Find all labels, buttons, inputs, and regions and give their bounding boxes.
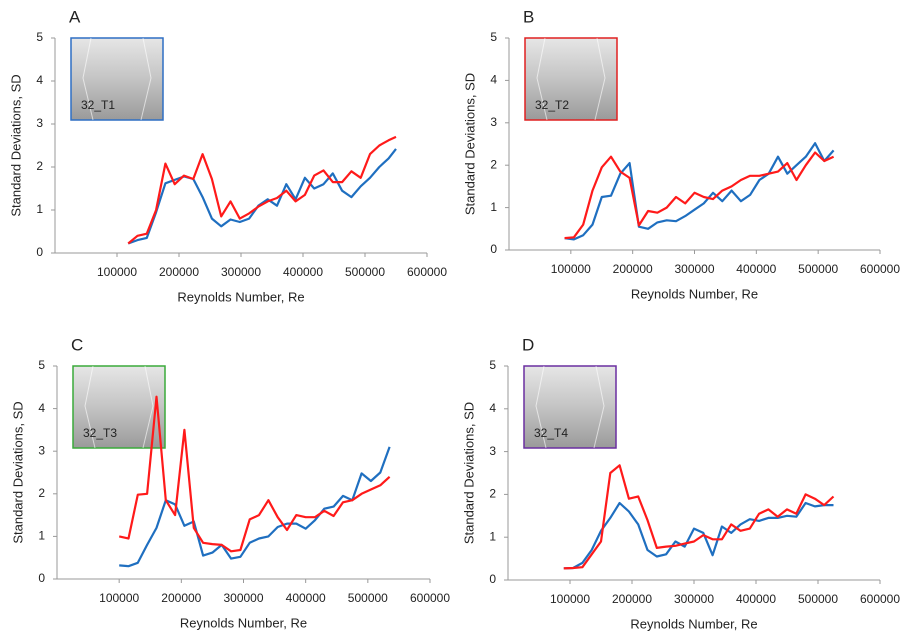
inset-label: 32_T3 <box>83 426 117 440</box>
y-tick-label: 5 <box>489 358 496 372</box>
data-line <box>564 151 835 240</box>
x-tick-label: 400000 <box>736 262 776 276</box>
y-tick-label: 5 <box>38 358 45 372</box>
x-tick-label: 600000 <box>860 262 900 276</box>
y-tick-label: 3 <box>38 443 45 457</box>
y-tick-label: 4 <box>38 401 45 415</box>
y-tick-label: 1 <box>490 200 497 214</box>
y-tick-label: 5 <box>490 30 497 44</box>
x-tick-label: 200000 <box>159 265 199 279</box>
y-tick-label: 0 <box>489 572 496 586</box>
data-line <box>563 464 835 570</box>
y-tick-label: 3 <box>489 444 496 458</box>
panel-title: A <box>69 7 81 26</box>
y-axis-label: Standard Deviations, SD <box>10 401 25 543</box>
x-tick-label: 100000 <box>99 591 139 605</box>
inset-seams <box>536 37 606 121</box>
x-tick-label: 200000 <box>161 591 201 605</box>
y-axis-label: Standard Deviations, SD <box>461 402 476 544</box>
y-tick-label: 3 <box>36 116 43 130</box>
x-tick-label: 500000 <box>798 592 838 606</box>
y-tick-label: 0 <box>36 245 43 259</box>
inset-image <box>524 37 618 121</box>
y-tick-label: 2 <box>489 487 496 501</box>
inset-seams <box>82 37 152 121</box>
y-tick-label: 0 <box>38 571 45 585</box>
inset-label: 32_T4 <box>534 426 568 440</box>
y-tick-label: 2 <box>36 159 43 173</box>
y-tick-label: 0 <box>490 242 497 256</box>
panel-title: B <box>523 7 534 26</box>
inset-seams <box>535 365 605 449</box>
x-tick-label: 400000 <box>286 591 326 605</box>
y-tick-label: 5 <box>36 30 43 44</box>
data-line <box>119 446 391 568</box>
x-tick-label: 400000 <box>283 265 323 279</box>
x-axis-label: Reynolds Number, Re <box>631 286 758 301</box>
data-line <box>127 135 397 245</box>
data-line <box>563 501 834 570</box>
x-axis-label: Reynolds Number, Re <box>630 616 757 631</box>
x-tick-label: 600000 <box>410 591 450 605</box>
x-tick-label: 300000 <box>674 592 714 606</box>
y-tick-label: 1 <box>36 202 43 216</box>
y-tick-label: 1 <box>38 529 45 543</box>
inset-label: 32_T2 <box>535 98 569 112</box>
x-axis-label: Reynolds Number, Re <box>180 615 307 630</box>
x-tick-label: 300000 <box>223 591 263 605</box>
x-tick-label: 500000 <box>798 262 838 276</box>
x-tick-label: 200000 <box>612 592 652 606</box>
panel-title: C <box>71 335 83 354</box>
data-line <box>564 142 835 241</box>
x-tick-label: 500000 <box>345 265 385 279</box>
y-axis-label: Standard Deviations, SD <box>8 74 23 216</box>
panel: 0 1 2 3 4 5 100000 200000 300000 400000 500000 6000… <box>10 335 450 630</box>
y-tick-label: 2 <box>38 486 45 500</box>
x-tick-label: 300000 <box>221 265 261 279</box>
x-tick-label: 100000 <box>550 592 590 606</box>
data-line <box>118 395 391 553</box>
x-tick-label: 100000 <box>551 262 591 276</box>
y-axis-label: Standard Deviations, SD <box>462 73 477 215</box>
inset-image <box>70 37 164 121</box>
panel-title: D <box>522 335 534 354</box>
panel: 0 1 2 3 4 5 100000 200000 300000 400000 500000 6000… <box>8 7 447 304</box>
inset-seams <box>84 365 154 449</box>
x-tick-label: 100000 <box>97 265 137 279</box>
x-tick-label: 400000 <box>736 592 776 606</box>
y-tick-label: 4 <box>489 401 496 415</box>
data-line <box>127 148 397 245</box>
x-axis-label: Reynolds Number, Re <box>177 289 304 304</box>
inset-label: 32_T1 <box>81 98 115 112</box>
y-tick-label: 4 <box>490 73 497 87</box>
y-tick-label: 2 <box>490 157 497 171</box>
x-tick-label: 200000 <box>613 262 653 276</box>
y-tick-label: 1 <box>489 529 496 543</box>
y-tick-label: 3 <box>490 115 497 129</box>
panel: 0 1 2 3 4 5 100000 200000 300000 400000 500000 6000… <box>461 335 900 631</box>
panel: 0 1 2 3 4 5 100000 200000 300000 400000 500000 6000… <box>462 7 900 301</box>
inset-image <box>523 365 617 449</box>
x-tick-label: 300000 <box>674 262 714 276</box>
x-tick-label: 500000 <box>348 591 388 605</box>
y-tick-label: 4 <box>36 73 43 87</box>
x-tick-label: 600000 <box>860 592 900 606</box>
inset-image <box>72 365 166 449</box>
x-tick-label: 600000 <box>407 265 447 279</box>
